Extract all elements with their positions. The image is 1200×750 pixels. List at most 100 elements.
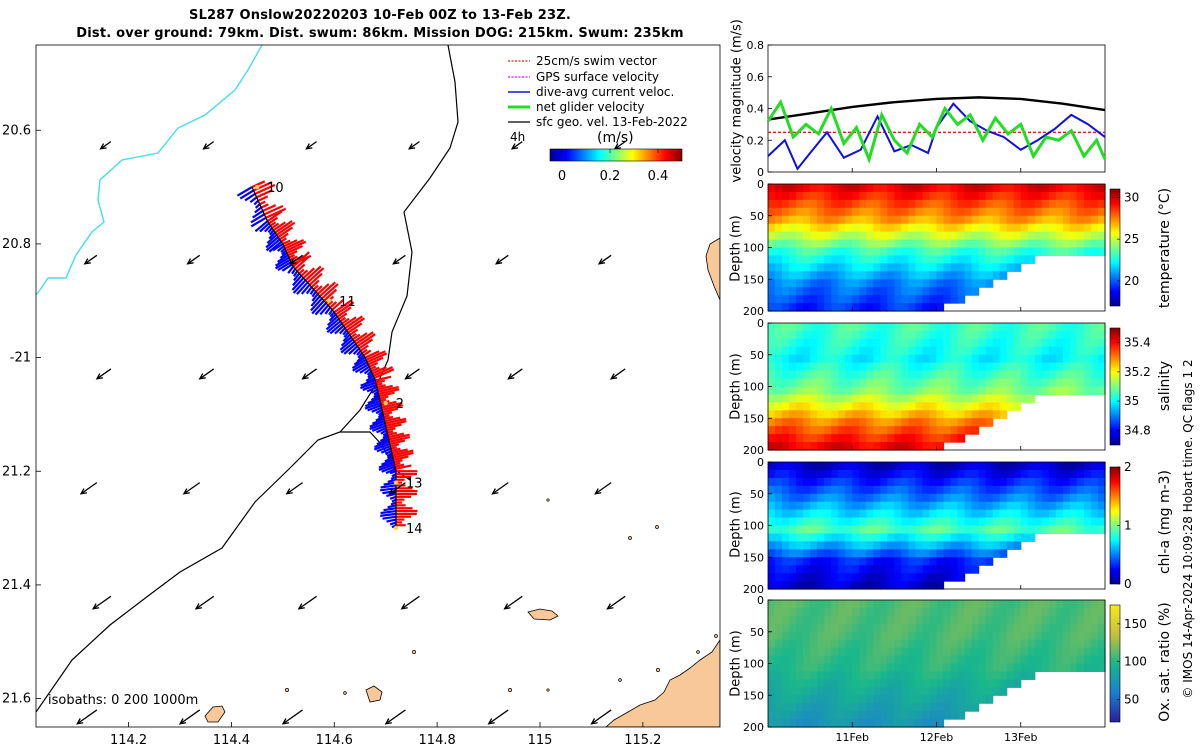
section-cell [789, 573, 797, 582]
section-cell [985, 469, 994, 479]
section-cell [768, 330, 776, 340]
section-cell [789, 679, 797, 688]
section-cell [768, 533, 776, 542]
section-cell [768, 354, 776, 364]
section-cell [1048, 207, 1057, 217]
section-cell [796, 679, 804, 688]
section-cell [950, 434, 959, 443]
section-cell [880, 231, 888, 241]
section-cell [775, 295, 783, 304]
current-vector [274, 258, 291, 270]
section-cell [971, 410, 980, 419]
section-cell [852, 525, 860, 535]
section-cell [768, 501, 776, 511]
section-cell [985, 663, 994, 673]
section-cell [915, 442, 924, 451]
current-vector [366, 386, 378, 393]
swim-vector [263, 204, 284, 216]
section-cell [775, 279, 783, 288]
section-cell [915, 557, 924, 566]
section-cell [1020, 184, 1029, 193]
section-cell [887, 647, 895, 657]
section-cell [782, 711, 790, 720]
section-cell [803, 287, 811, 296]
day-marker-dot [254, 184, 260, 190]
section-cell [880, 462, 888, 471]
section-cell [964, 509, 973, 519]
section-cell [964, 346, 973, 356]
section-cell [901, 402, 910, 411]
section-y-tick-label: 150 [743, 689, 764, 702]
section-cell [894, 557, 902, 566]
section-cell [992, 199, 1001, 209]
section-cell [852, 695, 860, 704]
section-cell [971, 607, 980, 617]
section-cell [922, 679, 931, 688]
section-cell [929, 386, 938, 396]
section-cell [1048, 663, 1057, 673]
section-cell [1041, 323, 1050, 332]
section-cell [859, 663, 867, 673]
section-cell [803, 501, 811, 511]
section-cell [1020, 199, 1029, 209]
section-cell [789, 549, 797, 558]
section-cell [950, 639, 959, 649]
current-vector [342, 334, 351, 342]
section-cell [1027, 600, 1036, 609]
section-cell [831, 442, 839, 451]
section-cell [838, 477, 846, 487]
section-cell [943, 330, 952, 340]
current-vector [380, 512, 397, 517]
section-cell [831, 703, 839, 712]
section-cell [1006, 199, 1015, 209]
section-cell [936, 607, 945, 617]
section-cell [1097, 469, 1106, 479]
swim-vector [331, 299, 345, 311]
section-cell [824, 501, 832, 511]
section-cell [1090, 386, 1099, 396]
velocity-y-ticks: 00.20.40.60.8 [747, 39, 772, 179]
section-cell [964, 679, 973, 688]
swim-vector [375, 379, 386, 384]
section-cell [859, 607, 867, 617]
section-cell [978, 462, 987, 471]
section-cell [1062, 386, 1071, 396]
section-cell [845, 386, 853, 396]
section-cell [873, 378, 881, 388]
current-vector [356, 350, 362, 356]
section-cell [999, 386, 1008, 396]
section-cell [831, 541, 839, 550]
section-cell [782, 184, 790, 193]
section-cell [908, 287, 917, 296]
section-cell [852, 679, 860, 688]
section-cell [852, 711, 860, 720]
section-cell [957, 279, 966, 288]
section-cell [1048, 493, 1057, 503]
section-cell [775, 354, 783, 364]
temperature-ylabel: Depth (m) [728, 215, 744, 282]
section-cell [838, 239, 846, 249]
section-cell [859, 370, 867, 380]
section-cell [810, 600, 818, 609]
section-cell [1020, 600, 1029, 609]
section-cell [985, 647, 994, 657]
swim-vector [366, 352, 388, 364]
section-cell [880, 671, 888, 680]
section-cell [929, 485, 938, 495]
section-cell [1055, 477, 1064, 487]
section-cell [810, 477, 818, 487]
section-cell [915, 501, 924, 511]
section-cell [810, 607, 818, 617]
section-cell [880, 418, 888, 427]
section-cell [831, 323, 839, 332]
velocity-y-tick-label: 0.8 [747, 39, 765, 52]
current-vector [280, 247, 286, 254]
section-cell [901, 639, 910, 649]
section-cell [957, 615, 966, 625]
section-cell [957, 573, 966, 582]
section-cell [1013, 215, 1022, 225]
section-cell [1027, 378, 1036, 388]
section-cell [950, 573, 959, 582]
section-cell [796, 615, 804, 625]
section-cell [943, 239, 952, 249]
